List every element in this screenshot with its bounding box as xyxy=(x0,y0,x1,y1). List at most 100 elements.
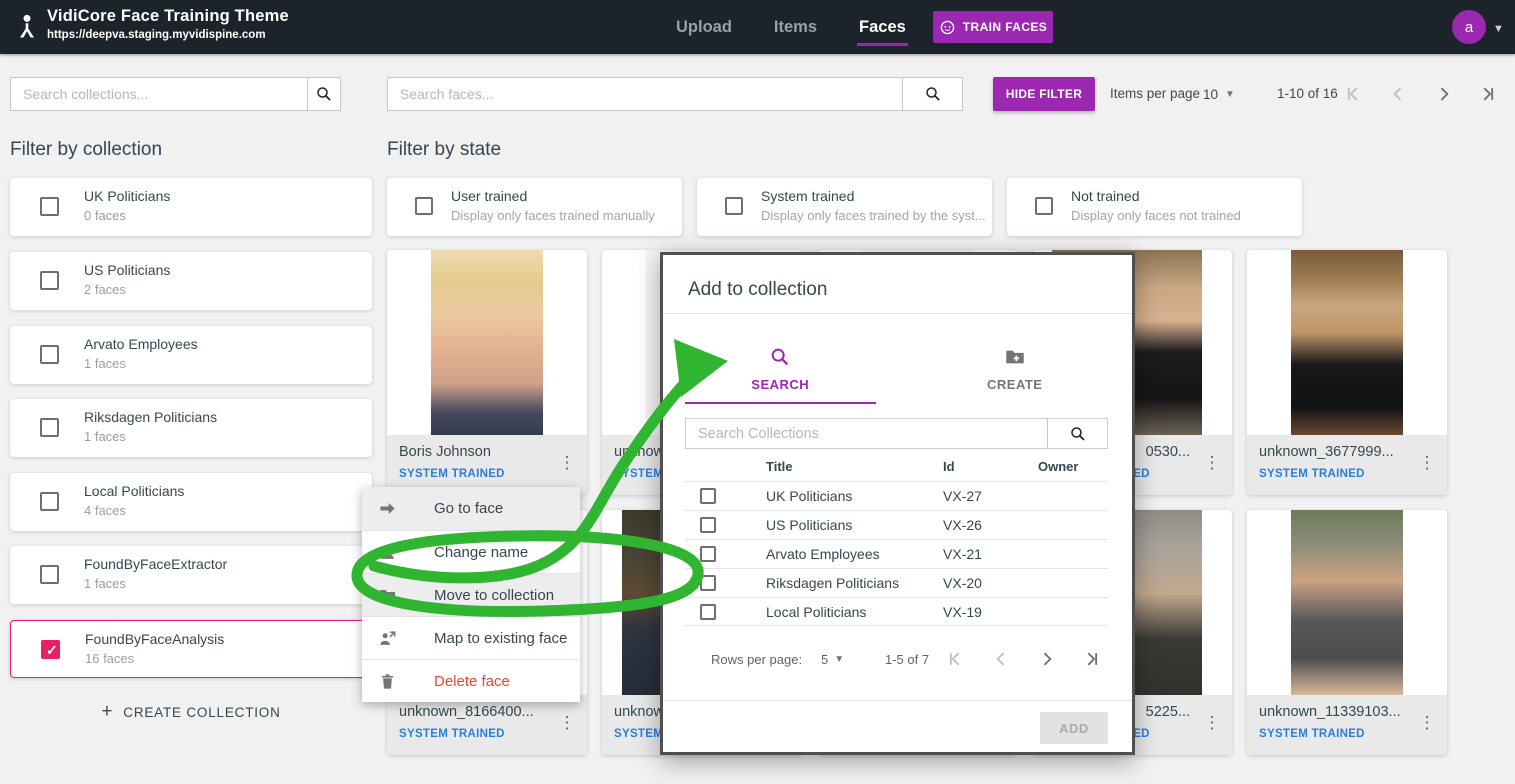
modal-prev-page-button[interactable] xyxy=(991,649,1011,669)
column-header-title: Title xyxy=(766,459,793,474)
face-icon xyxy=(940,20,955,34)
collection-filter-foundbyfaceanalysis[interactable]: FoundByFaceAnalysis 16 faces xyxy=(10,620,372,678)
cell-title: Local Politicians xyxy=(766,604,867,620)
create-collection-button[interactable]: + CREATE COLLECTION xyxy=(10,698,372,726)
last-page-button[interactable] xyxy=(1478,84,1498,104)
menu-item-map-to-existing-face[interactable]: Map to existing face xyxy=(362,616,580,659)
modal-pagination-range: 1-5 of 7 xyxy=(885,652,930,667)
rows-per-page-select[interactable]: 5 ▼ xyxy=(821,652,844,667)
search-collections-button[interactable] xyxy=(307,78,340,110)
add-to-collection-modal: Add to collection SEARCH CREATE Title Id… xyxy=(660,252,1135,755)
avatar[interactable]: a xyxy=(1452,10,1486,44)
nav-faces[interactable]: Faces xyxy=(857,17,908,46)
menu-item-move-to-collection[interactable]: Move to collection xyxy=(362,573,580,616)
search-collections-input[interactable] xyxy=(11,78,307,110)
table-row-arvato-employees[interactable]: Arvato Employees VX-21 xyxy=(685,539,1108,568)
face-card-footer: unknown_3677999... SYSTEM TRAINED ⋮ xyxy=(1247,435,1447,495)
face-name: unknown_3677999... xyxy=(1259,444,1394,460)
cell-title: UK Politicians xyxy=(766,488,853,504)
table-row-uk-politicians[interactable]: UK Politicians VX-27 xyxy=(685,481,1108,510)
divider xyxy=(663,313,1132,314)
collection-label: FoundByFaceAnalysis xyxy=(85,631,225,647)
modal-last-page-button[interactable] xyxy=(1082,649,1102,669)
table-row-local-politicians[interactable]: Local Politicians VX-19 xyxy=(685,597,1108,626)
menu-item-delete-face[interactable]: Delete face xyxy=(362,659,580,702)
face-card[interactable]: unknown_11339103... SYSTEM TRAINED ⋮ xyxy=(1247,510,1447,755)
face-status-badge: SYSTEM TRAINED xyxy=(399,468,505,480)
face-photo xyxy=(431,250,543,435)
filter-by-state-heading: Filter by state xyxy=(387,139,502,160)
face-menu-button[interactable]: ⋮ xyxy=(1418,453,1436,472)
modal-search-input[interactable] xyxy=(686,419,1047,448)
search-faces-input[interactable] xyxy=(388,78,902,110)
checkbox[interactable] xyxy=(40,197,59,216)
checkbox[interactable] xyxy=(415,197,433,215)
checkbox-checked[interactable] xyxy=(41,640,60,659)
collection-count: 1 faces xyxy=(84,356,126,371)
modal-first-page-button[interactable] xyxy=(945,649,965,669)
state-description: Display only faces not trained xyxy=(1071,208,1241,223)
search-collections-group xyxy=(10,77,341,111)
checkbox[interactable] xyxy=(40,492,59,511)
prev-page-button[interactable] xyxy=(1388,84,1408,104)
nav-items[interactable]: Items xyxy=(773,17,818,36)
checkbox[interactable] xyxy=(40,271,59,290)
checkbox[interactable] xyxy=(700,604,716,620)
modal-next-page-button[interactable] xyxy=(1037,649,1057,669)
tab-create[interactable]: CREATE xyxy=(898,314,1133,404)
face-menu-button[interactable]: ⋮ xyxy=(1418,713,1436,732)
state-filter-system-trained[interactable]: System trained Display only faces traine… xyxy=(697,178,992,236)
modal-search-button[interactable] xyxy=(1047,419,1107,448)
face-menu-button[interactable]: ⋮ xyxy=(558,453,576,472)
state-filter-user-trained[interactable]: User trained Display only faces trained … xyxy=(387,178,682,236)
collection-filter-us-politicians[interactable]: US Politicians 2 faces xyxy=(10,252,372,310)
table-row-riksdagen-politicians[interactable]: Riksdagen Politicians VX-20 xyxy=(685,568,1108,597)
face-menu-button[interactable]: ⋮ xyxy=(1203,453,1221,472)
avatar-menu-caret-icon[interactable]: ▼ xyxy=(1493,23,1504,35)
checkbox[interactable] xyxy=(700,488,716,504)
checkbox[interactable] xyxy=(725,197,743,215)
face-photo xyxy=(1291,510,1403,695)
search-icon xyxy=(771,348,789,366)
app-header: VidiCore Face Training Theme https://dee… xyxy=(0,0,1515,54)
collection-filter-riksdagen-politicians[interactable]: Riksdagen Politicians 1 faces xyxy=(10,399,372,457)
checkbox[interactable] xyxy=(700,546,716,562)
nav-upload[interactable]: Upload xyxy=(676,17,732,36)
next-page-button[interactable] xyxy=(1434,84,1454,104)
face-card-boris-johnson[interactable]: Boris Johnson SYSTEM TRAINED ⋮ xyxy=(387,250,587,495)
collection-filter-local-politicians[interactable]: Local Politicians 4 faces xyxy=(10,473,372,531)
checkbox[interactable] xyxy=(700,575,716,591)
collection-filter-foundbyfaceextractor[interactable]: FoundByFaceExtractor 1 faces xyxy=(10,546,372,604)
menu-item-change-name[interactable]: Change name xyxy=(362,530,580,573)
first-page-button[interactable] xyxy=(1343,84,1363,104)
add-button-disabled[interactable]: ADD xyxy=(1040,712,1108,744)
state-description: Display only faces trained manually xyxy=(451,208,655,223)
train-faces-button[interactable]: TRAIN FACES xyxy=(933,11,1053,43)
items-per-page-label: Items per page xyxy=(1110,86,1201,101)
collection-label: UK Politicians xyxy=(84,188,171,204)
face-menu-button[interactable]: ⋮ xyxy=(1203,713,1221,732)
collection-filter-arvato-employees[interactable]: Arvato Employees 1 faces xyxy=(10,326,372,384)
tab-search[interactable]: SEARCH xyxy=(663,314,898,404)
hide-filter-button[interactable]: HIDE FILTER xyxy=(993,77,1095,111)
menu-item-go-to-face[interactable]: Go to face xyxy=(362,487,580,530)
collection-label: Local Politicians xyxy=(84,483,185,499)
checkbox[interactable] xyxy=(40,565,59,584)
collection-count: 2 faces xyxy=(84,282,126,297)
modal-tabs: SEARCH CREATE xyxy=(663,314,1132,404)
items-per-page-select[interactable]: 10 ▼ xyxy=(1203,77,1235,111)
face-card[interactable]: unknown_3677999... SYSTEM TRAINED ⋮ xyxy=(1247,250,1447,495)
collection-label: Riksdagen Politicians xyxy=(84,409,218,425)
state-filter-not-trained[interactable]: Not trained Display only faces not train… xyxy=(1007,178,1302,236)
face-menu-button[interactable]: ⋮ xyxy=(558,713,576,732)
checkbox[interactable] xyxy=(40,345,59,364)
checkbox[interactable] xyxy=(40,418,59,437)
collection-filter-uk-politicians[interactable]: UK Politicians 0 faces xyxy=(10,178,372,236)
table-row-us-politicians[interactable]: US Politicians VX-26 xyxy=(685,510,1108,539)
modal-pagination: Rows per page: 5 ▼ 1-5 of 7 xyxy=(685,643,1108,675)
face-card-footer: Boris Johnson SYSTEM TRAINED ⋮ xyxy=(387,435,587,495)
checkbox[interactable] xyxy=(700,517,716,533)
search-faces-button[interactable] xyxy=(902,78,962,110)
state-label: User trained xyxy=(451,188,528,204)
checkbox[interactable] xyxy=(1035,197,1053,215)
